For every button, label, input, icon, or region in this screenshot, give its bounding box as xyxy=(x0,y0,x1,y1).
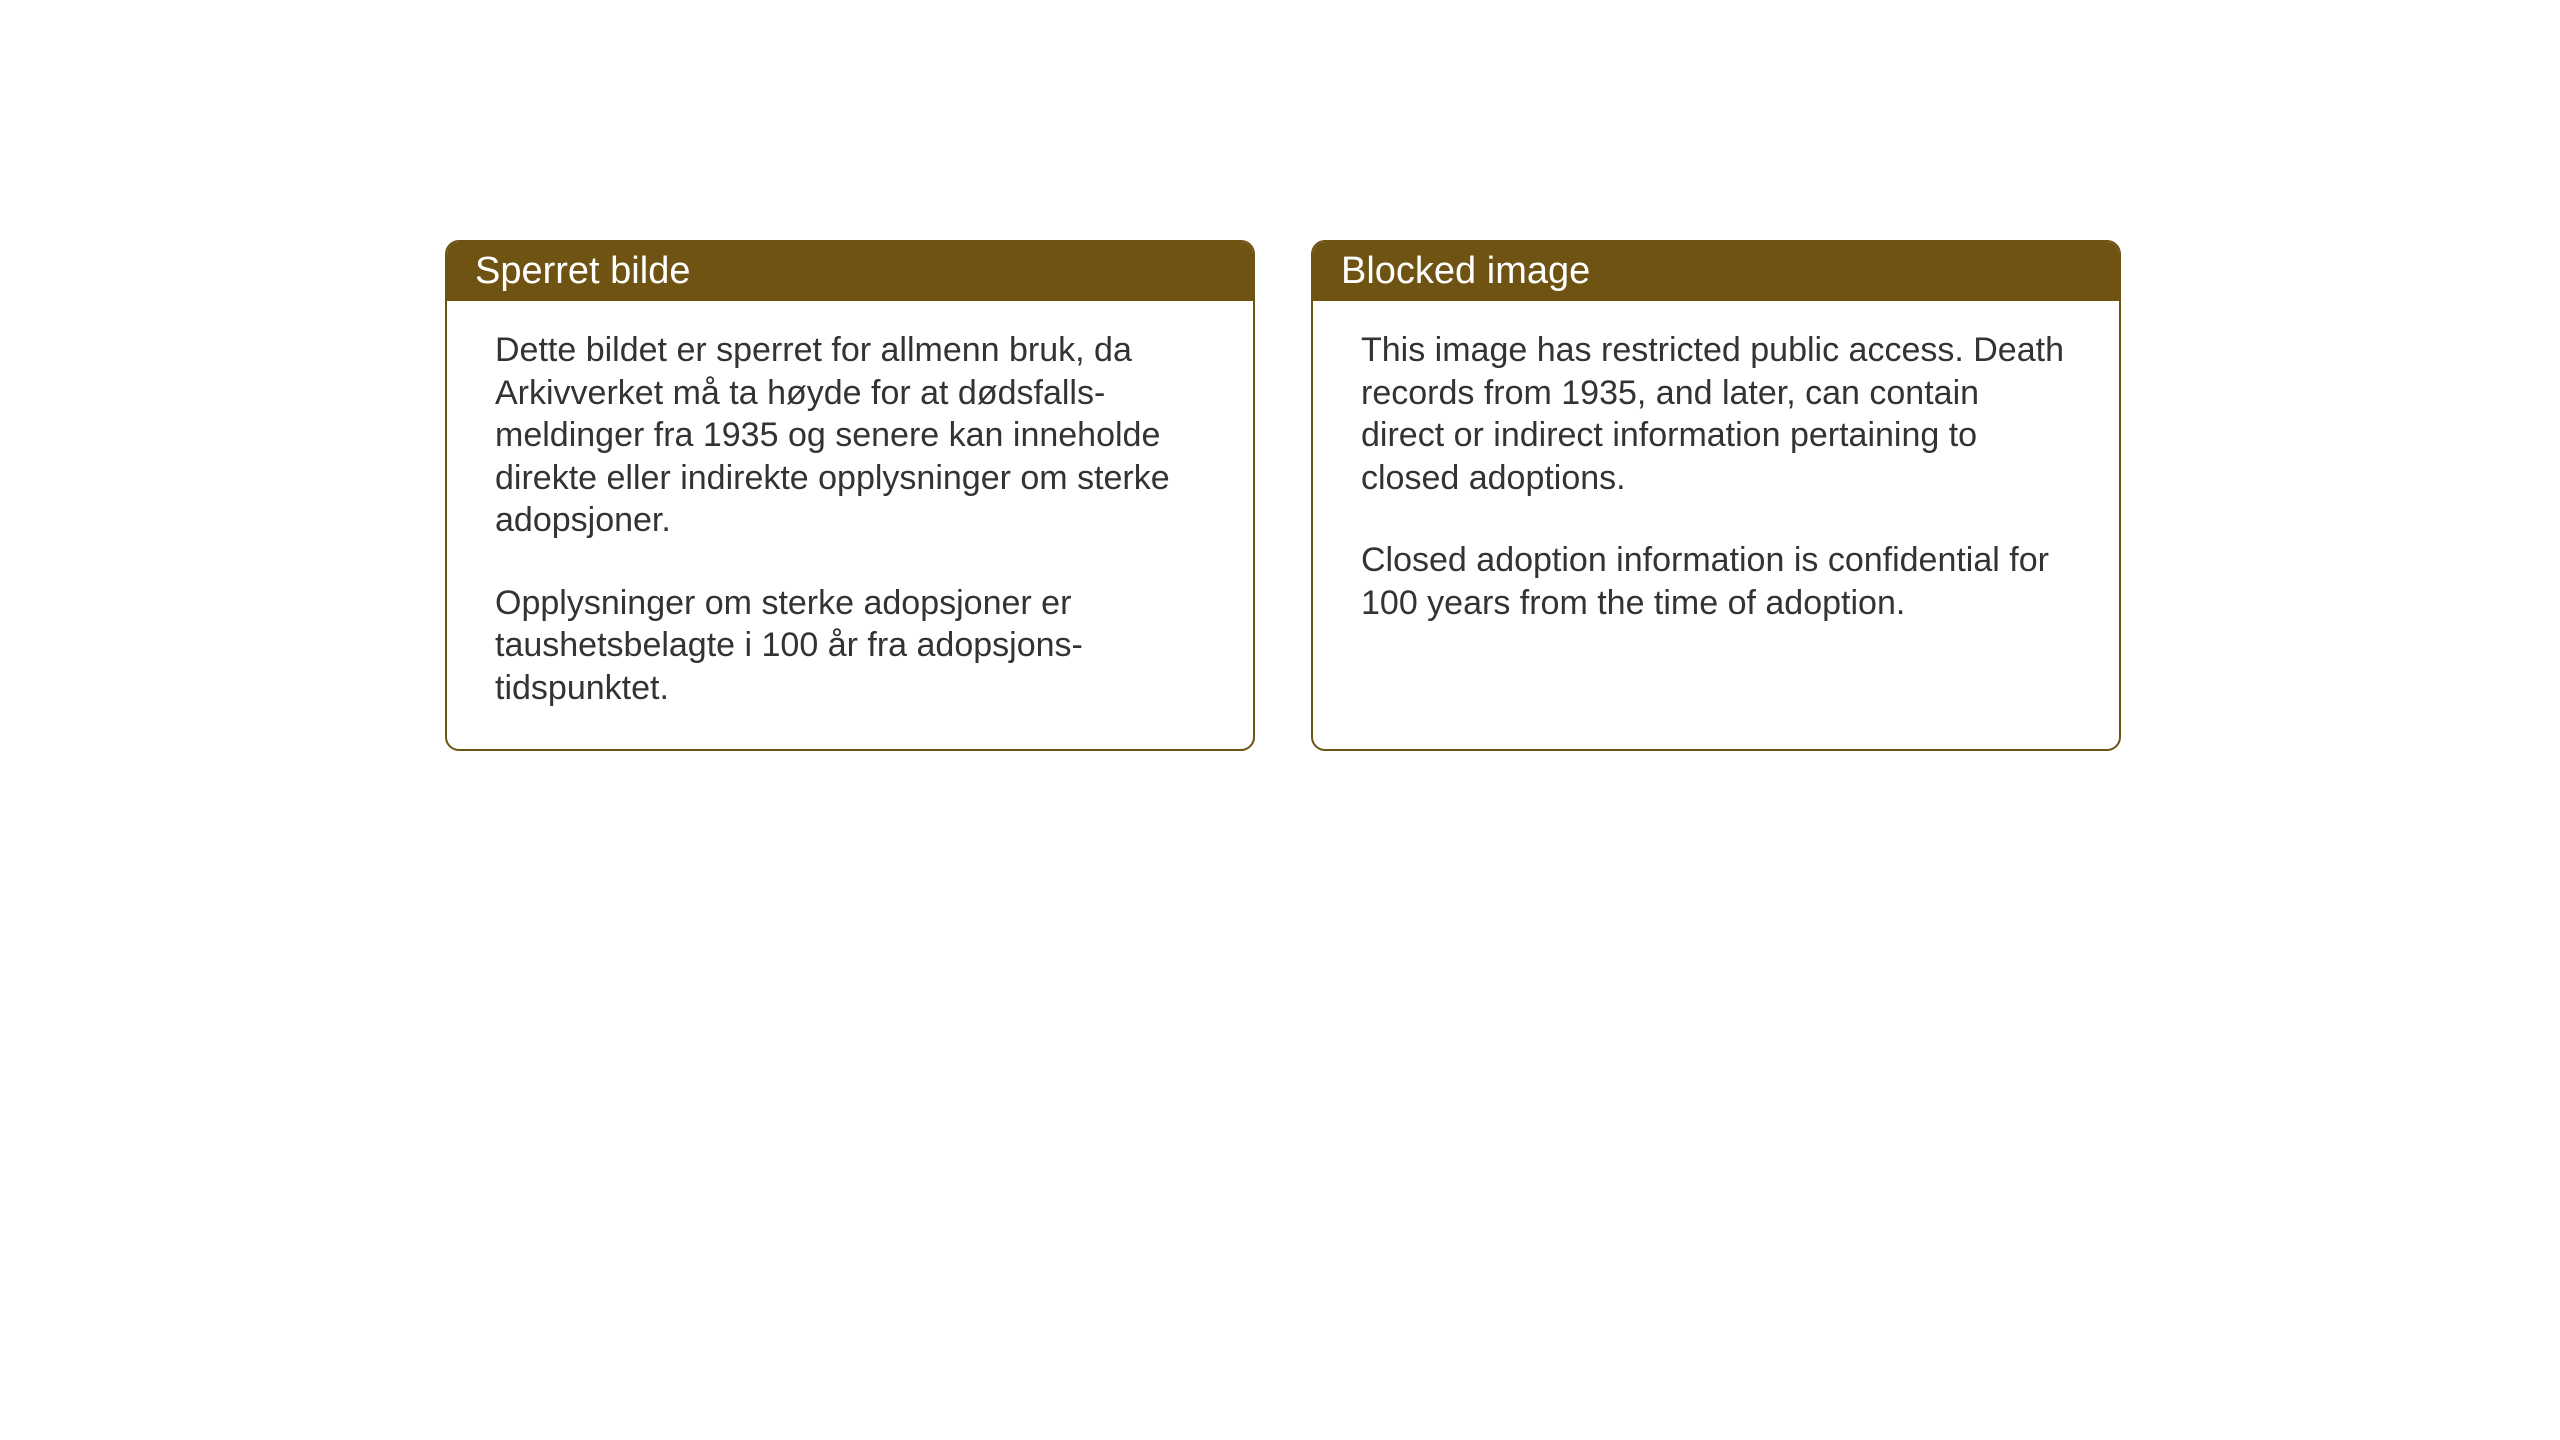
notice-paragraph-1-norwegian: Dette bildet er sperret for allmenn bruk… xyxy=(495,329,1205,542)
notice-paragraph-2-norwegian: Opplysninger om sterke adopsjoner er tau… xyxy=(495,582,1205,710)
notice-body-english: This image has restricted public access.… xyxy=(1313,301,2119,741)
notice-card-norwegian: Sperret bilde Dette bildet er sperret fo… xyxy=(445,240,1255,751)
notice-container: Sperret bilde Dette bildet er sperret fo… xyxy=(445,240,2121,751)
notice-title-english: Blocked image xyxy=(1341,250,1590,292)
notice-paragraph-2-english: Closed adoption information is confident… xyxy=(1361,539,2071,624)
notice-header-english: Blocked image xyxy=(1313,242,2119,301)
notice-card-english: Blocked image This image has restricted … xyxy=(1311,240,2121,751)
notice-title-norwegian: Sperret bilde xyxy=(475,250,690,292)
notice-paragraph-1-english: This image has restricted public access.… xyxy=(1361,329,2071,499)
notice-header-norwegian: Sperret bilde xyxy=(447,242,1253,301)
notice-body-norwegian: Dette bildet er sperret for allmenn bruk… xyxy=(447,301,1253,749)
